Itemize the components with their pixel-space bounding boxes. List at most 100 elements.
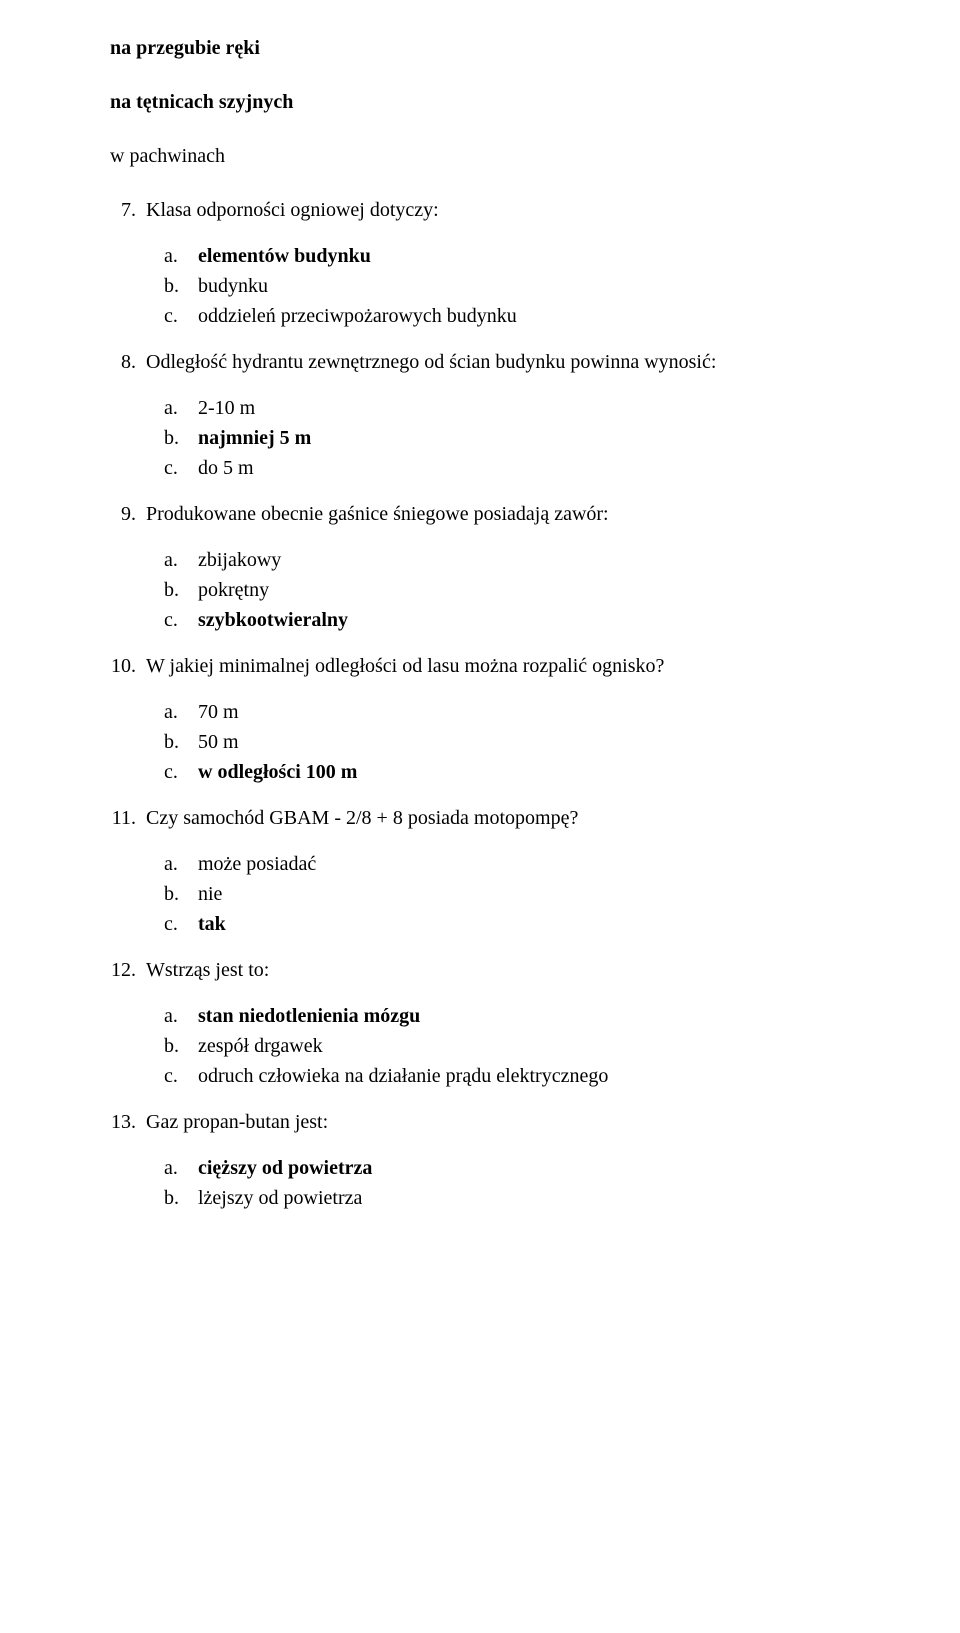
question-row: 11.Czy samochód GBAM - 2/8 + 8 posiada m…	[110, 804, 890, 832]
option-letter: a.	[164, 546, 198, 574]
question: 7.Klasa odporności ogniowej dotyczy: a.el…	[110, 196, 890, 330]
options-list: a.cięższy od powietrzab.lżejszy od powie…	[164, 1154, 890, 1212]
option-row: a.cięższy od powietrza	[164, 1154, 890, 1182]
question-number: 7.	[110, 196, 146, 224]
option-letter: b.	[164, 576, 198, 604]
option-letter: a.	[164, 850, 198, 878]
option-row: a.zbijakowy	[164, 546, 890, 574]
option-text: 2-10 m	[198, 394, 890, 422]
question-row: 7.Klasa odporności ogniowej dotyczy:	[110, 196, 890, 224]
question-text: Produkowane obecnie gaśnice śniegowe pos…	[146, 500, 890, 528]
option-text: w odległości 100 m	[198, 758, 890, 786]
option-text: oddzieleń przeciwpożarowych budynku	[198, 302, 890, 330]
option-text: tak	[198, 910, 890, 938]
option-text: stan niedotlenienia mózgu	[198, 1002, 890, 1030]
question-number: 8.	[110, 348, 146, 376]
option-letter: b.	[164, 424, 198, 452]
question: 10.W jakiej minimalnej odległości od las…	[110, 652, 890, 786]
option-row: a.2-10 m	[164, 394, 890, 422]
option-letter: c.	[164, 302, 198, 330]
option-row: a.elementów budynku	[164, 242, 890, 270]
options-list: a.2-10 mb.najmniej 5 mc.do 5 m	[164, 394, 890, 482]
option-row: b.najmniej 5 m	[164, 424, 890, 452]
option-letter: b.	[164, 1032, 198, 1060]
question-text: W jakiej minimalnej odległości od lasu m…	[146, 652, 890, 680]
option-text: 50 m	[198, 728, 890, 756]
option-letter: c.	[164, 606, 198, 634]
question-row: 13.Gaz propan-butan jest:	[110, 1108, 890, 1136]
option-row: c.oddzieleń przeciwpożarowych budynku	[164, 302, 890, 330]
option-row: b.50 m	[164, 728, 890, 756]
intro-line: na tętnicach szyjnych	[110, 88, 890, 116]
option-text: najmniej 5 m	[198, 424, 890, 452]
option-row: c.do 5 m	[164, 454, 890, 482]
option-letter: c.	[164, 454, 198, 482]
option-row: b.budynku	[164, 272, 890, 300]
option-row: a.70 m	[164, 698, 890, 726]
option-row: b.zespół drgawek	[164, 1032, 890, 1060]
options-list: a.stan niedotlenienia mózgub.zespół drga…	[164, 1002, 890, 1090]
intro-block: na przegubie ręki na tętnicach szyjnych …	[110, 34, 890, 170]
option-text: zbijakowy	[198, 546, 890, 574]
options-list: a.może posiadaćb.niec.tak	[164, 850, 890, 938]
question: 9.Produkowane obecnie gaśnice śniegowe p…	[110, 500, 890, 634]
question: 13.Gaz propan-butan jest: a.cięższy od po…	[110, 1108, 890, 1212]
option-letter: a.	[164, 1002, 198, 1030]
option-row: a.stan niedotlenienia mózgu	[164, 1002, 890, 1030]
option-row: c.w odległości 100 m	[164, 758, 890, 786]
option-row: c.tak	[164, 910, 890, 938]
option-row: c.szybkootwieralny	[164, 606, 890, 634]
option-letter: a.	[164, 394, 198, 422]
question-text: Wstrząs jest to:	[146, 956, 890, 984]
question-text: Klasa odporności ogniowej dotyczy:	[146, 196, 890, 224]
option-text: budynku	[198, 272, 890, 300]
option-text: elementów budynku	[198, 242, 890, 270]
question-number: 12.	[110, 956, 146, 984]
option-row: b.lżejszy od powietrza	[164, 1184, 890, 1212]
question: 8.Odległość hydrantu zewnętrznego od ści…	[110, 348, 890, 482]
option-row: c.odruch człowieka na działanie prądu el…	[164, 1062, 890, 1090]
option-letter: a.	[164, 698, 198, 726]
option-row: b.nie	[164, 880, 890, 908]
question-text: Czy samochód GBAM - 2/8 + 8 posiada moto…	[146, 804, 890, 832]
question: 11.Czy samochód GBAM - 2/8 + 8 posiada m…	[110, 804, 890, 938]
intro-line: w pachwinach	[110, 142, 890, 170]
question: 12.Wstrząs jest to: a.stan niedotlenienia…	[110, 956, 890, 1090]
options-list: a.elementów budynkub.budynkuc.oddzieleń …	[164, 242, 890, 330]
option-text: lżejszy od powietrza	[198, 1184, 890, 1212]
question-text: Gaz propan-butan jest:	[146, 1108, 890, 1136]
option-letter: b.	[164, 1184, 198, 1212]
option-letter: c.	[164, 910, 198, 938]
option-text: może posiadać	[198, 850, 890, 878]
option-letter: a.	[164, 242, 198, 270]
option-letter: b.	[164, 272, 198, 300]
option-text: 70 m	[198, 698, 890, 726]
question-row: 9.Produkowane obecnie gaśnice śniegowe p…	[110, 500, 890, 528]
option-row: b.pokrętny	[164, 576, 890, 604]
option-text: zespół drgawek	[198, 1032, 890, 1060]
option-letter: c.	[164, 1062, 198, 1090]
option-text: odruch człowieka na działanie prądu elek…	[198, 1062, 890, 1090]
questions-container: 7.Klasa odporności ogniowej dotyczy:a.el…	[110, 196, 890, 1212]
question-number: 13.	[110, 1108, 146, 1136]
question-number: 11.	[110, 804, 146, 832]
question-row: 8.Odległość hydrantu zewnętrznego od ści…	[110, 348, 890, 376]
option-text: nie	[198, 880, 890, 908]
option-letter: a.	[164, 1154, 198, 1182]
option-letter: b.	[164, 728, 198, 756]
option-row: a.może posiadać	[164, 850, 890, 878]
options-list: a.zbijakowyb.pokrętnyc.szybkootwieralny	[164, 546, 890, 634]
option-letter: b.	[164, 880, 198, 908]
question-number: 10.	[110, 652, 146, 680]
question-text: Odległość hydrantu zewnętrznego od ścian…	[146, 348, 890, 376]
option-text: pokrętny	[198, 576, 890, 604]
question-row: 12.Wstrząs jest to:	[110, 956, 890, 984]
options-list: a.70 mb.50 mc.w odległości 100 m	[164, 698, 890, 786]
question-row: 10.W jakiej minimalnej odległości od las…	[110, 652, 890, 680]
intro-line: na przegubie ręki	[110, 34, 890, 62]
option-text: cięższy od powietrza	[198, 1154, 890, 1182]
option-letter: c.	[164, 758, 198, 786]
option-text: szybkootwieralny	[198, 606, 890, 634]
question-number: 9.	[110, 500, 146, 528]
option-text: do 5 m	[198, 454, 890, 482]
